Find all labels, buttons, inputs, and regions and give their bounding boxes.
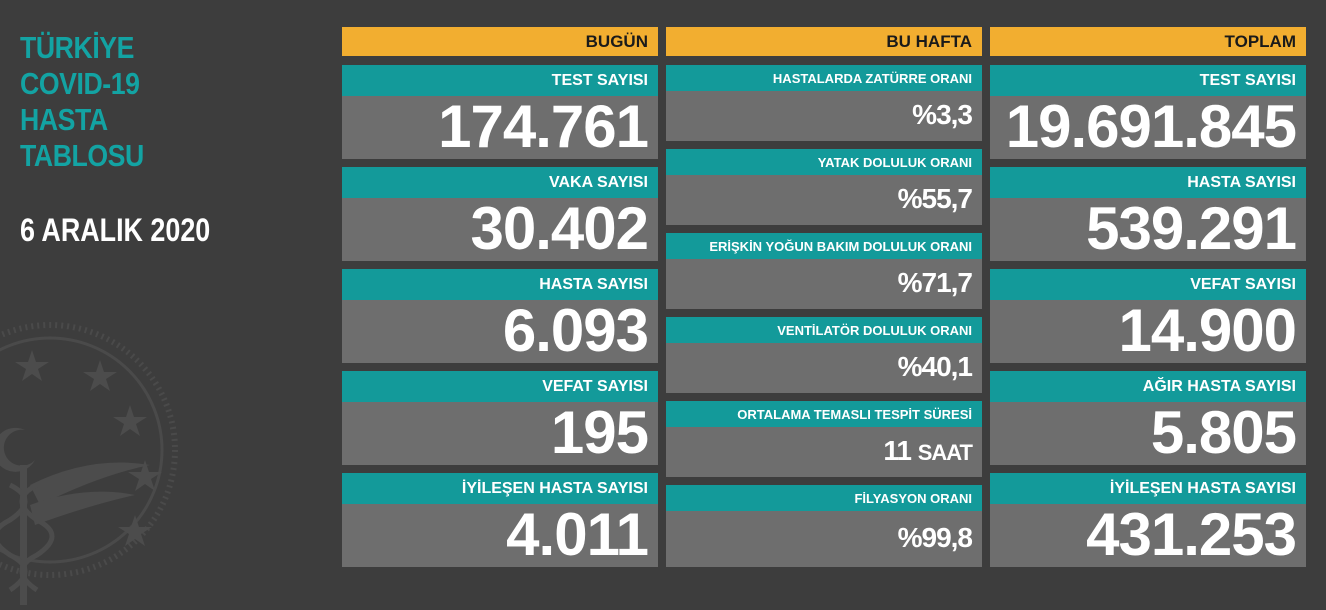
today-patient-card: HASTA SAYISI 6.093 — [342, 269, 658, 363]
total-header: TOPLAM — [990, 27, 1306, 56]
stat-value: 19.691.845 — [1005, 93, 1297, 160]
stat-label: VAKA SAYISI — [342, 167, 658, 198]
stat-label: FİLYASYON ORANI — [666, 485, 982, 511]
today-test-card: TEST SAYISI 174.761 — [342, 65, 658, 159]
report-date: 6 ARALIK 2020 — [20, 212, 211, 248]
today-column: BUGÜN TEST SAYISI 174.761 VAKA SAYISI 30… — [342, 27, 658, 567]
stat-label: VEFAT SAYISI — [342, 371, 658, 402]
stat-value: 4.011 — [506, 501, 649, 568]
title-line: TABLOSU — [20, 138, 144, 173]
today-header: BUGÜN — [342, 27, 658, 56]
stat-value: 195 — [550, 399, 649, 466]
stat-label: ORTALAMA TEMASLI TESPİT SÜRESİ — [666, 401, 982, 427]
stat-label: ERİŞKİN YOĞUN BAKIM DOLULUK ORANI — [666, 233, 982, 259]
stat-value: %55,7 — [897, 183, 973, 214]
stat-unit: SAAT — [917, 440, 973, 465]
stat-value: 30.402 — [470, 195, 649, 262]
total-column: TOPLAM TEST SAYISI 19.691.845 HASTA SAYI… — [990, 27, 1306, 567]
stat-label: İYİLEŞEN HASTA SAYISI — [342, 473, 658, 504]
total-recovered-card: İYİLEŞEN HASTA SAYISI 431.253 — [990, 473, 1306, 567]
stat-number: 11 — [883, 435, 912, 466]
total-patient-card: HASTA SAYISI 539.291 — [990, 167, 1306, 261]
page-title: TÜRKİYE COVID-19 HASTA TABLOSU — [20, 30, 144, 174]
title-line: TÜRKİYE — [20, 30, 135, 65]
stat-value: 539.291 — [1086, 195, 1297, 262]
stat-label: HASTALARDA ZATÜRRE ORANI — [666, 65, 982, 91]
stat-label: YATAK DOLULUK ORANI — [666, 149, 982, 175]
stat-label: TEST SAYISI — [990, 65, 1306, 96]
stat-label: AĞIR HASTA SAYISI — [990, 371, 1306, 402]
stat-label: HASTA SAYISI — [990, 167, 1306, 198]
stat-value: 174.761 — [438, 93, 649, 160]
week-column: BU HAFTA HASTALARDA ZATÜRRE ORANI %3,3 Y… — [666, 27, 982, 567]
today-recovered-card: İYİLEŞEN HASTA SAYISI 4.011 — [342, 473, 658, 567]
total-death-card: VEFAT SAYISI 14.900 — [990, 269, 1306, 363]
total-test-card: TEST SAYISI 19.691.845 — [990, 65, 1306, 159]
stat-value: %71,7 — [897, 267, 973, 298]
week-contact-card: ORTALAMA TEMASLI TESPİT SÜRESİ 11 SAAT — [666, 401, 982, 477]
total-critical-card: AĞIR HASTA SAYISI 5.805 — [990, 371, 1306, 465]
stat-value: %40,1 — [897, 351, 973, 382]
week-bed-card: YATAK DOLULUK ORANI %55,7 — [666, 149, 982, 225]
week-header: BU HAFTA — [666, 27, 982, 56]
stat-value: 14.900 — [1118, 297, 1297, 364]
week-icu-card: ERİŞKİN YOĞUN BAKIM DOLULUK ORANI %71,7 — [666, 233, 982, 309]
week-filiation-card: FİLYASYON ORANI %99,8 — [666, 485, 982, 567]
stat-value: %3,3 — [912, 99, 973, 130]
week-pneumonia-card: HASTALARDA ZATÜRRE ORANI %3,3 — [666, 65, 982, 141]
ministry-emblem-icon — [0, 322, 178, 605]
stat-value: 11 SAAT — [666, 427, 982, 477]
stat-value: 5.805 — [1150, 399, 1297, 466]
stat-label: VENTİLATÖR DOLULUK ORANI — [666, 317, 982, 343]
week-ventilator-card: VENTİLATÖR DOLULUK ORANI %40,1 — [666, 317, 982, 393]
stat-value: 431.253 — [1086, 501, 1297, 568]
title-line: HASTA — [20, 102, 108, 137]
stat-value: %99,8 — [897, 522, 973, 553]
stat-value: 6.093 — [502, 297, 649, 364]
today-death-card: VEFAT SAYISI 195 — [342, 371, 658, 465]
title-line: COVID-19 — [20, 66, 140, 101]
stat-label: TEST SAYISI — [342, 65, 658, 96]
stat-label: İYİLEŞEN HASTA SAYISI — [990, 473, 1306, 504]
today-case-card: VAKA SAYISI 30.402 — [342, 167, 658, 261]
stat-label: VEFAT SAYISI — [990, 269, 1306, 300]
stat-label: HASTA SAYISI — [342, 269, 658, 300]
